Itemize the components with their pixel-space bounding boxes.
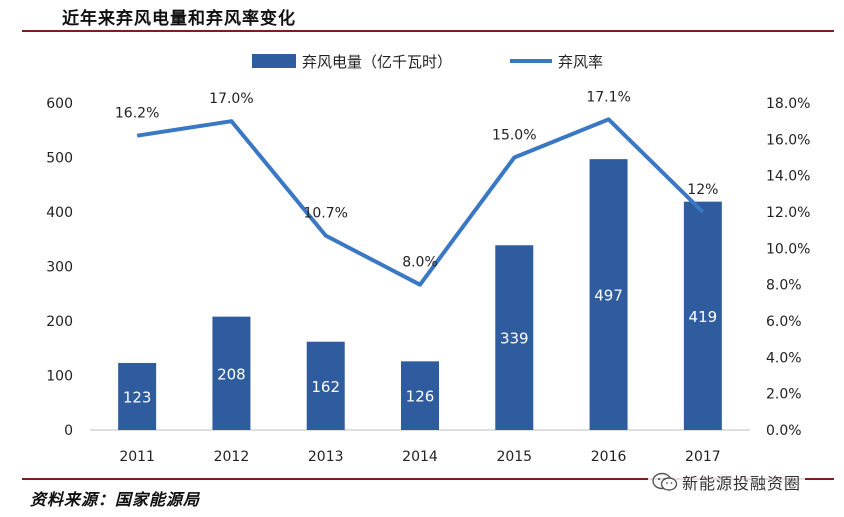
chart: 弃风电量（亿千瓦时） 弃风率 0 100 200 300 400 500 600 0.0% 2… bbox=[46, 53, 810, 465]
line-labels: 16.2% 17.0% 10.7% 8.0% 15.0% 17.1% 12% bbox=[115, 89, 719, 270]
watermark-text: 新能源投融资圈 bbox=[682, 474, 802, 493]
x-tick-2013: 2013 bbox=[308, 449, 344, 465]
left-axis: 0 100 200 300 400 500 600 bbox=[46, 96, 73, 439]
watermark: 新能源投融资圈 bbox=[648, 470, 806, 494]
bar-2012 bbox=[212, 316, 251, 430]
bar-label-2015: 339 bbox=[500, 330, 529, 348]
right-axis-tick: 16.0% bbox=[766, 132, 810, 148]
left-axis-tick: 600 bbox=[46, 96, 73, 112]
bar-label-2012: 208 bbox=[217, 365, 246, 383]
left-axis-tick: 300 bbox=[46, 260, 73, 276]
source-note: 资料来源：国家能源局 bbox=[30, 490, 201, 509]
bar-label-2014: 126 bbox=[406, 388, 435, 406]
x-tick-2012: 2012 bbox=[214, 449, 250, 465]
left-axis-tick: 0 bbox=[64, 423, 73, 439]
right-axis-tick: 8.0% bbox=[766, 278, 802, 294]
bottom-rule bbox=[22, 478, 834, 480]
line-label-2011: 16.2% bbox=[115, 106, 159, 122]
line-label-2013: 10.7% bbox=[303, 206, 347, 222]
right-axis-tick: 14.0% bbox=[766, 169, 810, 185]
bar-label-2017: 419 bbox=[689, 308, 718, 326]
x-tick-2017: 2017 bbox=[685, 449, 721, 465]
x-tick-2016: 2016 bbox=[591, 449, 627, 465]
bar-2011 bbox=[118, 362, 157, 430]
right-axis-tick: 4.0% bbox=[766, 350, 802, 366]
bar-2017 bbox=[683, 201, 722, 430]
legend-bar-label: 弃风电量（亿千瓦时） bbox=[302, 53, 452, 71]
line-label-2015: 15.0% bbox=[492, 128, 536, 144]
bar-label-2013: 162 bbox=[311, 378, 340, 396]
left-axis-tick: 400 bbox=[46, 205, 73, 221]
bar-label-2016: 497 bbox=[594, 287, 623, 305]
title-rule bbox=[22, 30, 834, 32]
x-tick-2011: 2011 bbox=[119, 449, 155, 465]
chart-title: 近年来弃风电量和弃风率变化 bbox=[62, 9, 296, 29]
right-axis-tick: 12.0% bbox=[766, 205, 810, 221]
legend: 弃风电量（亿千瓦时） 弃风率 bbox=[252, 53, 603, 71]
left-axis-tick: 200 bbox=[46, 314, 73, 330]
line-label-2017: 12% bbox=[687, 182, 718, 198]
bar-2016 bbox=[589, 159, 628, 430]
left-axis-tick: 100 bbox=[46, 369, 73, 385]
legend-line-label: 弃风率 bbox=[558, 53, 603, 71]
curtailment-rate-line bbox=[136, 117, 705, 287]
bar-label-2011: 123 bbox=[123, 388, 152, 406]
x-tick-2014: 2014 bbox=[402, 449, 438, 465]
line-label-2012: 17.0% bbox=[209, 91, 253, 107]
bar-2014 bbox=[401, 361, 439, 430]
right-axis-tick: 18.0% bbox=[766, 96, 810, 112]
x-axis: 2011 2012 2013 2014 2015 2016 2017 bbox=[119, 449, 720, 465]
line-label-2016: 17.1% bbox=[586, 89, 630, 105]
bar-2013 bbox=[306, 341, 345, 430]
right-axis: 0.0% 2.0% 4.0% 6.0% 8.0% 10.0% 12.0% 14.0% 16.0%… bbox=[766, 96, 810, 439]
wechat-icon bbox=[652, 472, 678, 491]
right-axis-tick: 0.0% bbox=[766, 423, 802, 439]
right-axis-tick: 6.0% bbox=[766, 314, 802, 330]
left-axis-tick: 500 bbox=[46, 151, 73, 167]
right-axis-tick: 2.0% bbox=[766, 387, 802, 403]
right-axis-tick: 10.0% bbox=[766, 241, 810, 257]
legend-bar-swatch bbox=[252, 54, 296, 68]
line-label-2014: 8.0% bbox=[402, 255, 438, 271]
x-tick-2015: 2015 bbox=[496, 449, 532, 465]
bar-2015 bbox=[495, 245, 534, 430]
bars: 123 208 162 126 339 497 419 bbox=[118, 159, 722, 430]
